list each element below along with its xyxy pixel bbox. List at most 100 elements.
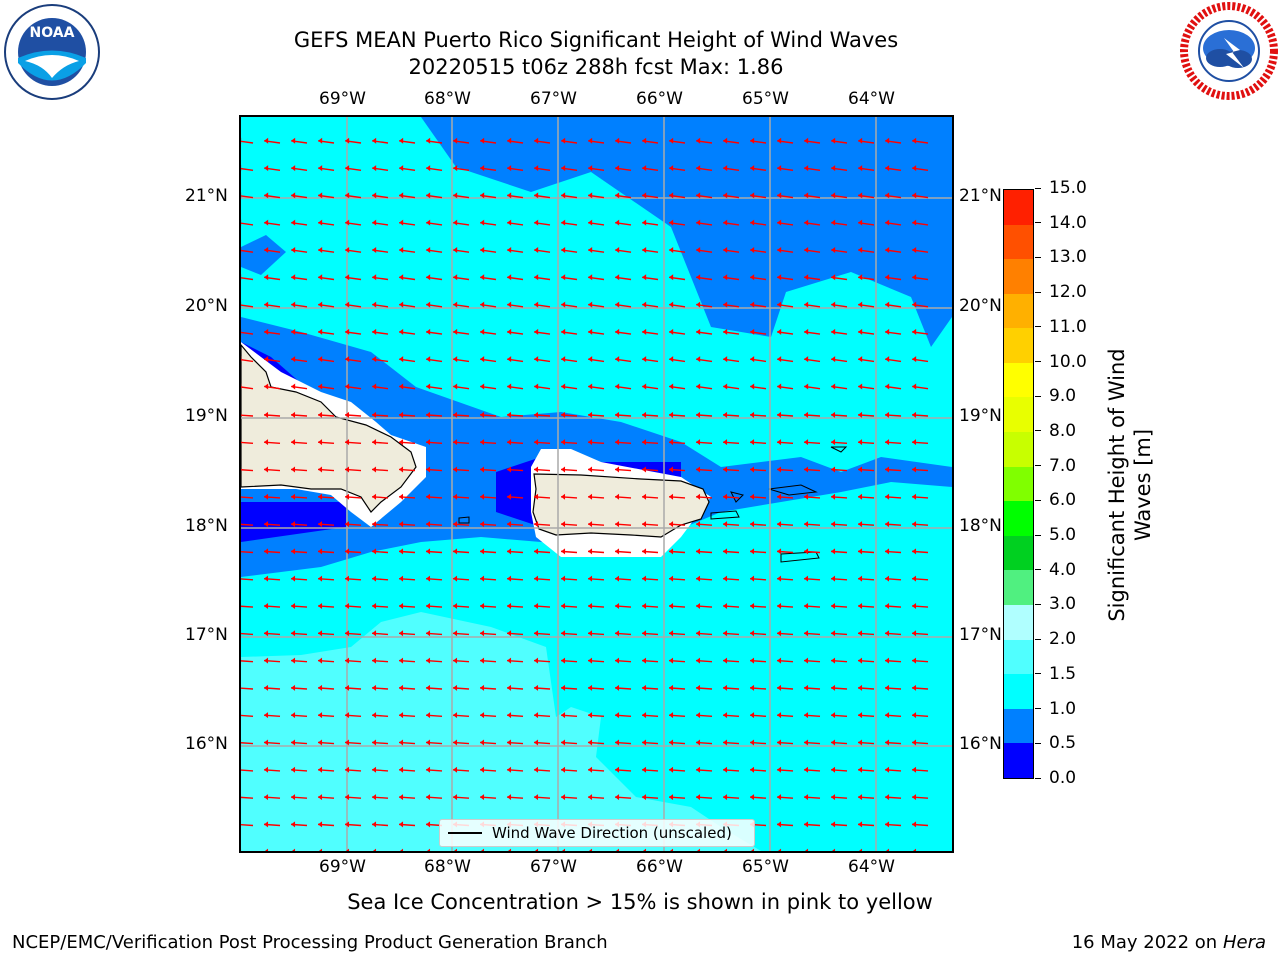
wave-arrow-head <box>534 274 539 281</box>
wave-arrow-head <box>750 301 755 308</box>
wave-arrow-head <box>453 575 458 582</box>
wave-arrow-head <box>858 821 863 828</box>
wave-arrow-head <box>345 246 350 253</box>
wave-arrow-head <box>642 356 647 363</box>
wave-arrow-head <box>831 630 836 637</box>
wave-arrow-head <box>453 602 458 609</box>
wave-arrow-head <box>885 301 890 308</box>
wave-arrow-head <box>696 548 701 555</box>
wave-arrow-head <box>804 630 809 637</box>
wave-arrow-head <box>831 301 836 308</box>
colorbar-tick-label: 0.0 <box>1035 768 1076 788</box>
wave-arrow-head <box>507 657 512 664</box>
wave-arrow-head <box>318 575 323 582</box>
wave-arrow-head <box>453 712 458 719</box>
wave-arrow-head <box>615 356 620 363</box>
wave-arrow-head <box>507 630 512 637</box>
lon-label-bottom: 69°W <box>319 857 366 877</box>
wave-arrow-head <box>885 548 890 555</box>
wave-arrow <box>241 632 254 636</box>
wave-arrow-head <box>264 630 269 637</box>
wave-arrow-head <box>264 493 269 500</box>
wave-arrow-head <box>750 411 755 418</box>
wave-arrow-head <box>696 301 701 308</box>
wave-arrow-head <box>831 766 836 773</box>
wave-arrow-head <box>858 493 863 500</box>
wave-arrow-head <box>642 602 647 609</box>
wave-arrow-head <box>723 575 728 582</box>
wave-arrow-head <box>642 301 647 308</box>
wave-arrow-head <box>750 274 755 281</box>
wave-arrow-head <box>804 466 809 473</box>
wave-arrow-head <box>480 630 485 637</box>
wave-arrow-head <box>777 521 782 528</box>
wave-arrow-head <box>858 602 863 609</box>
colorbar-segment <box>1004 674 1033 709</box>
wave-arrow <box>241 605 254 608</box>
wave-arrow-head <box>912 548 917 555</box>
wave-arrow-head <box>858 137 863 144</box>
wave-arrow-head <box>588 848 593 851</box>
wave-arrow-head <box>345 356 350 363</box>
wave-arrow-head <box>453 246 458 253</box>
wave-arrow-head <box>534 219 539 226</box>
wave-arrow-head <box>696 356 701 363</box>
wave-arrow-head <box>615 630 620 637</box>
wave-arrow-head <box>642 848 647 851</box>
wave-arrow-head <box>480 766 485 773</box>
colorbar-tick-label: 11.0 <box>1035 317 1087 337</box>
wave-arrow-head <box>858 466 863 473</box>
wave-arrow-head <box>561 219 566 226</box>
wave-arrow-head <box>669 274 674 281</box>
wave-arrow-head <box>453 356 458 363</box>
wave-arrow-head <box>291 548 296 555</box>
wave-arrow-head <box>804 328 809 335</box>
map-canvas <box>241 117 952 851</box>
wave-arrow-head <box>264 794 269 801</box>
wave-arrow-head <box>615 575 620 582</box>
wave-arrow-head <box>426 657 431 664</box>
wave-arrow-head <box>588 575 593 582</box>
wave-arrow-head <box>750 739 755 746</box>
colorbar-segment <box>1004 397 1033 433</box>
wave-arrow-head <box>750 137 755 144</box>
wave-arrow-head <box>588 630 593 637</box>
wave-arrow-head <box>264 466 269 473</box>
nws-logo <box>1180 2 1278 100</box>
wave-arrow-head <box>453 192 458 199</box>
map-panel[interactable] <box>239 115 954 853</box>
wave-arrow-head <box>291 356 296 363</box>
wave-arrow-head <box>453 630 458 637</box>
wave-arrow-head <box>912 356 917 363</box>
wave-arrow-head <box>588 493 593 500</box>
colorbar-tick-label: 1.5 <box>1035 664 1076 684</box>
wave-arrow-head <box>426 794 431 801</box>
wave-arrow-head <box>831 246 836 253</box>
wave-arrow-head <box>534 165 539 172</box>
wave-arrow-head <box>291 192 296 199</box>
lon-label-top: 65°W <box>742 89 789 109</box>
wave-arrow-head <box>777 493 782 500</box>
wave-arrow-head <box>372 246 377 253</box>
legend-label: Wind Wave Direction (unscaled) <box>492 824 732 842</box>
wave-arrow-head <box>372 575 377 582</box>
wave-arrow-head <box>615 439 620 446</box>
colorbar-segment <box>1004 328 1033 363</box>
wave-arrow-head <box>858 165 863 172</box>
wave-arrow-head <box>426 766 431 773</box>
wave-arrow-head <box>642 219 647 226</box>
wave-arrow-head <box>561 848 566 851</box>
lat-label-right: 20°N <box>959 296 1002 316</box>
wave-arrow-head <box>777 246 782 253</box>
wave-arrow-head <box>561 246 566 253</box>
wave-arrow-head <box>615 548 620 555</box>
wave-arrow-head <box>777 684 782 691</box>
wave-arrow-head <box>291 657 296 664</box>
wave-arrow-head <box>723 684 728 691</box>
wave-arrow-head <box>291 246 296 253</box>
wave-arrow-head <box>723 521 728 528</box>
wave-arrow-head <box>642 192 647 199</box>
wave-arrow-head <box>426 274 431 281</box>
wave-arrow-head <box>399 712 404 719</box>
wave-arrow-head <box>507 684 512 691</box>
